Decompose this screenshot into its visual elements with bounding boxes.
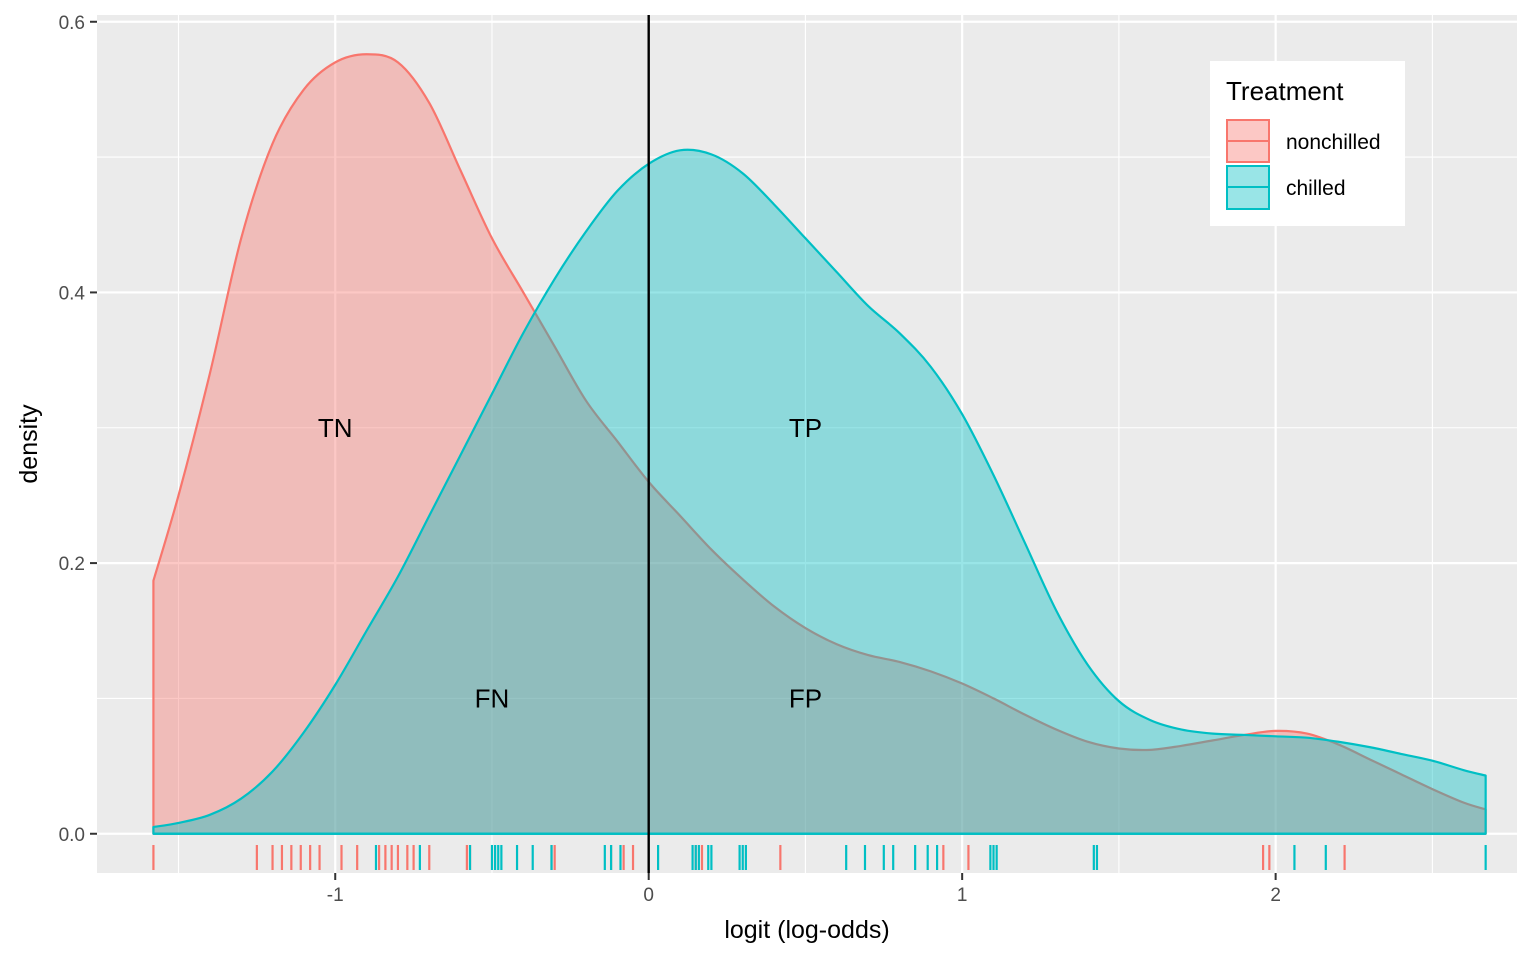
axes: -1 0 1 2 0.0 0.2 0.4 0.6 <box>59 13 1281 906</box>
x-tick-label: -1 <box>327 885 344 906</box>
y-tick-label: 0.2 <box>59 554 85 575</box>
density-area-chilled <box>152 148 1487 835</box>
legend-label-nonchilled: nonchilled <box>1286 131 1381 154</box>
x-tick-label: 1 <box>957 885 968 906</box>
y-tick-label: 0.0 <box>59 825 85 846</box>
x-tick-label: 2 <box>1270 885 1281 906</box>
y-tick-label: 0.4 <box>59 283 86 304</box>
density-area-nonchilled <box>152 53 1487 835</box>
legend-title: Treatment <box>1226 76 1344 106</box>
region-label-fn: FN <box>475 683 510 713</box>
x-tick-label: 0 <box>643 885 654 906</box>
rug-marks <box>152 845 1487 870</box>
y-tick-label: 0.6 <box>59 13 85 34</box>
region-labels: TN TP FN FP <box>318 413 822 714</box>
region-label-tn: TN <box>318 413 353 443</box>
y-axis-title: density <box>15 404 43 484</box>
region-label-fp: FP <box>789 683 822 713</box>
legend-label-chilled: chilled <box>1286 177 1346 200</box>
density-areas <box>152 53 1487 835</box>
region-label-tp: TP <box>789 413 822 443</box>
legend: Treatment nonchilled chilled <box>1210 61 1405 226</box>
legend-background <box>1210 61 1405 226</box>
x-axis-title: logit (log-odds) <box>724 916 889 944</box>
